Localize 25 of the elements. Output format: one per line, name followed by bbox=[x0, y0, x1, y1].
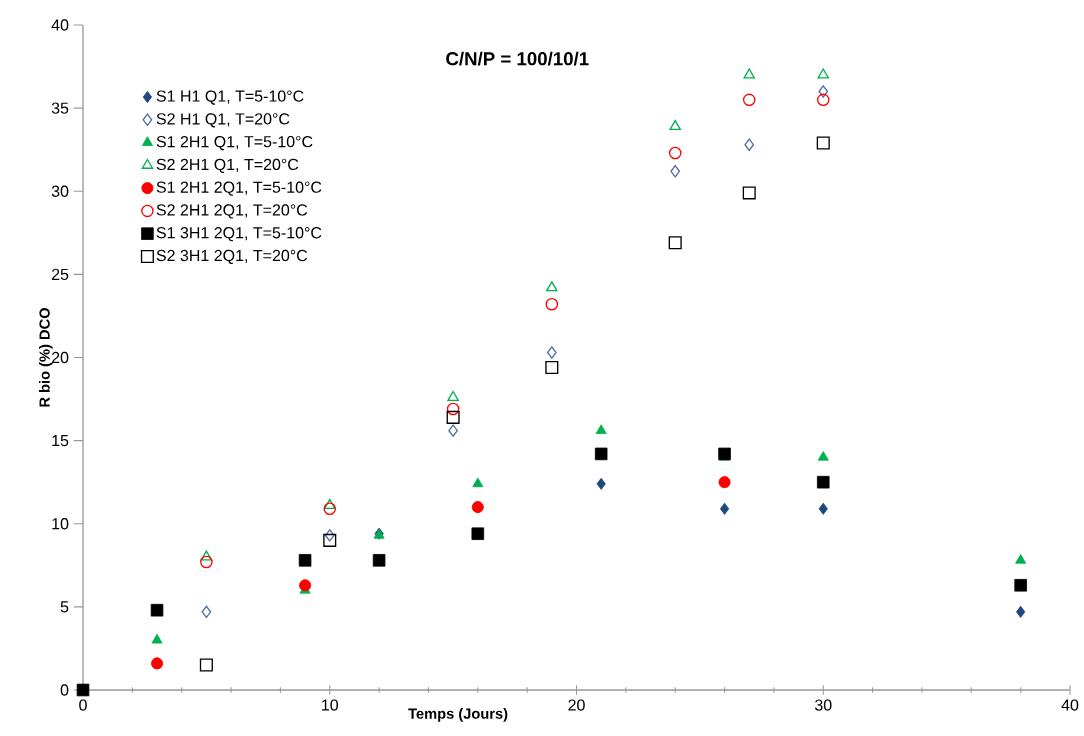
x-tick-label: 0 bbox=[79, 699, 87, 711]
text: C/N/P = 100/10/1 bbox=[446, 51, 589, 66]
y-tick-label: 35 bbox=[51, 102, 69, 114]
y-tick-label: 5 bbox=[60, 601, 69, 613]
y-tick-label: 40 bbox=[51, 19, 69, 31]
legend-label: S1 H1 Q1, T=5-10°C bbox=[156, 90, 304, 105]
legend-label: S1 2H1 Q1, T=5-10°C bbox=[156, 135, 313, 151]
y-tick-label: 10 bbox=[52, 518, 69, 530]
legend-label: S1 2H1 2Q1, T=5-10°C bbox=[156, 181, 322, 196]
y-tick-label: 30 bbox=[51, 185, 69, 197]
x-axis-title: Temps (Jours) bbox=[408, 708, 508, 722]
x-tick-label: 10 bbox=[322, 699, 339, 711]
y-tick-label: 0 bbox=[60, 684, 69, 696]
legend-label: S2 2H1 Q1, T=20°C bbox=[156, 158, 299, 173]
y-tick-label: 25 bbox=[51, 268, 69, 281]
y-tick-label: 20 bbox=[51, 351, 69, 364]
legend-label: S2 3H1 2Q1, T=20°C bbox=[156, 249, 308, 265]
x-tick-label: 20 bbox=[568, 699, 585, 711]
y-axis-title: R bio (%) DCO bbox=[39, 308, 53, 407]
legend-label: S2 2H1 2Q1, T=20°C bbox=[156, 204, 308, 219]
x-tick-label: 30 bbox=[814, 699, 832, 711]
y-tick-label: 15 bbox=[52, 435, 69, 447]
legend-label: S1 3H1 2Q1, T=5-10°C bbox=[156, 227, 322, 242]
legend-label: S2 H1 Q1, T=20°C bbox=[156, 113, 290, 128]
x-tick-label: 40 bbox=[1061, 699, 1079, 711]
